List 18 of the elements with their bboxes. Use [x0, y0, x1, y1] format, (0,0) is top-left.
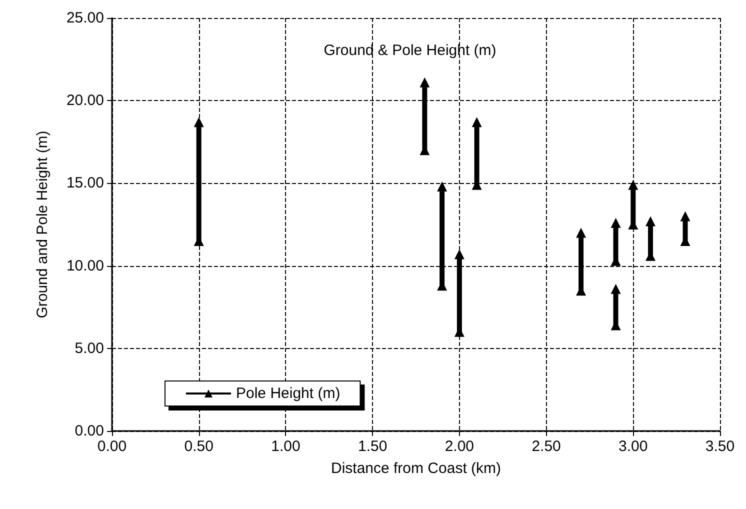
x-tick-label: 3.50 — [705, 438, 735, 455]
text: Ground & Pole Height (m) — [324, 42, 496, 59]
x-tick-label: 1.50 — [358, 438, 388, 455]
x-tick-label: 2.50 — [532, 438, 561, 455]
x-tick-label: 3.00 — [618, 438, 648, 455]
y-tick-label: 0.00 — [74, 422, 104, 440]
x-tick-label: 2.00 — [444, 438, 474, 455]
y-tick-label: 25.00 — [66, 10, 104, 26]
y-tick-label: 10.00 — [66, 257, 104, 274]
legend-label: Pole Height (m) — [236, 385, 340, 402]
x-axis-title: Distance from Coast (km) — [330, 460, 502, 477]
y-tick-label: 15.00 — [66, 174, 104, 192]
x-tick-label: 1.00 — [271, 438, 300, 455]
y-tick-label: 5.00 — [74, 340, 104, 357]
x-tick-label: 0.50 — [184, 438, 214, 455]
x-tick-label: 0.00 — [97, 438, 127, 455]
y-tick-label: 20.00 — [66, 92, 104, 110]
y-axis-title: Ground and Pole Height (m) — [34, 130, 51, 318]
